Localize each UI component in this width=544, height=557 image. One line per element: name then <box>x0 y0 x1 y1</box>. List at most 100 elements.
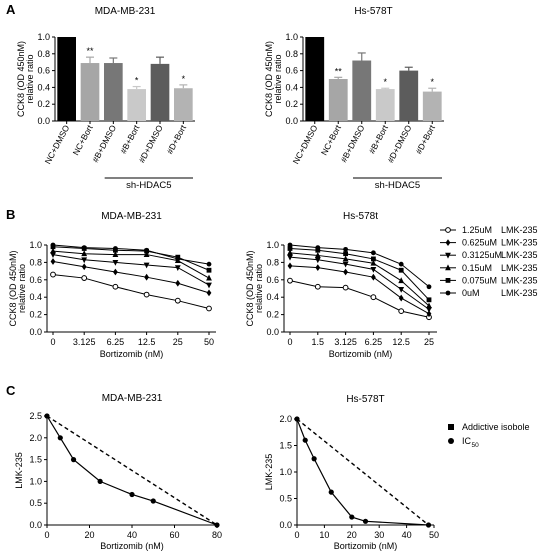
data-point <box>342 261 349 268</box>
x-tick-label: NC+DMSO <box>43 123 72 166</box>
bar <box>80 63 100 121</box>
y-tick-label: 0.0 <box>279 520 292 530</box>
legend-marker <box>445 239 451 246</box>
legend-unit-label: LMK-235 <box>501 288 538 298</box>
y-tick-label: 0.4 <box>29 292 42 302</box>
panel-letter-b: B <box>6 207 15 222</box>
x-tick-label: 30 <box>374 530 384 540</box>
data-point <box>349 514 355 520</box>
data-point <box>112 260 119 266</box>
legend-unit-label: LMK-235 <box>501 225 538 235</box>
x-tick-label: #D+DMSO <box>385 123 413 165</box>
data-point <box>50 242 56 248</box>
chart-title: MDA-MB-231 <box>101 211 162 222</box>
legend-marker <box>445 290 451 296</box>
series-line <box>52 274 210 309</box>
x-tick-label: 0 <box>44 530 49 540</box>
data-point <box>57 435 63 441</box>
data-point <box>311 456 317 462</box>
legend-unit-label: LMK-235 <box>501 263 538 273</box>
chart-title: Hs-578t <box>343 211 378 222</box>
series-line <box>289 280 430 318</box>
data-point <box>343 251 348 257</box>
x-tick-label: 60 <box>169 530 179 540</box>
legend-label: 0.625uM <box>462 238 497 248</box>
series-line <box>289 256 430 310</box>
x-tick-label: 50 <box>204 337 214 347</box>
data-point <box>143 251 150 257</box>
data-point <box>144 273 149 281</box>
x-tick-label: #B+DMSO <box>90 123 118 164</box>
data-point <box>113 246 118 251</box>
y-axis-label: LMK-235 <box>14 452 24 489</box>
data-point <box>371 250 376 256</box>
data-point <box>398 261 404 267</box>
y-tick-label: 1.0 <box>279 467 292 477</box>
data-point <box>174 297 181 304</box>
data-point <box>314 257 321 264</box>
data-point <box>50 247 56 254</box>
legend-label: 1.25uM <box>462 225 492 235</box>
data-point <box>362 518 369 524</box>
y-tick-label: 1.5 <box>279 441 292 451</box>
x-tick-label: 0 <box>287 337 292 347</box>
y-axis-label: CCK8 (OD 450nM) <box>8 250 18 326</box>
y-tick-label: 0.6 <box>266 275 279 285</box>
data-point <box>294 416 300 422</box>
data-point <box>143 262 150 269</box>
data-point <box>343 246 348 252</box>
series-line <box>52 250 210 279</box>
y-tick-label: 0.4 <box>37 82 50 92</box>
y-tick-label: 0.0 <box>29 327 42 337</box>
panel-letter-a: A <box>6 2 16 17</box>
x-tick-label: 50 <box>429 530 439 540</box>
x-tick-label: 20 <box>347 530 357 540</box>
significance-label: * <box>182 74 186 84</box>
y-tick-label: 0.6 <box>37 66 50 76</box>
legend-label: 0.075uM <box>462 275 497 285</box>
x-tick-label: NC+Bort <box>319 123 344 157</box>
data-point <box>206 305 212 312</box>
y-tick-label: 0.5 <box>29 498 42 508</box>
series-line <box>289 265 430 315</box>
series-line <box>52 254 210 286</box>
data-point <box>144 247 150 253</box>
data-point <box>174 265 181 272</box>
significance-label: * <box>383 77 387 87</box>
y-tick-label: 0.0 <box>266 327 279 337</box>
y-axis-label: CCK8 (OD 450nM) <box>245 250 255 326</box>
group-label: sh-HDAC5 <box>126 180 171 191</box>
legend-unit-label: LMK-235 <box>501 250 538 260</box>
data-point <box>315 245 321 251</box>
x-tick-label: NC+DMSO <box>291 123 320 166</box>
data-point <box>426 302 432 309</box>
isobole-line <box>296 418 429 526</box>
data-point <box>81 250 88 257</box>
significance-label: ** <box>86 46 94 56</box>
legend-marker <box>448 424 454 430</box>
y-axis-label-2: relative ratio <box>273 54 283 103</box>
y-tick-label: 0.8 <box>266 257 279 267</box>
legend-marker <box>448 438 454 444</box>
legend-marker <box>445 278 451 283</box>
data-point <box>287 242 293 248</box>
x-tick-label: 25 <box>173 337 183 347</box>
data-point <box>302 437 308 443</box>
x-tick-label: 6.25 <box>107 337 125 347</box>
bar <box>57 37 76 121</box>
legend-unit-label: LMK-235 <box>501 238 538 248</box>
data-point <box>426 297 432 303</box>
bar <box>422 91 442 121</box>
isobole-line <box>46 415 218 526</box>
legend-label-subscript: 50 <box>472 442 480 449</box>
x-tick-label: 12.5 <box>138 337 156 347</box>
chart-title: MDA-MB-231 <box>95 6 156 17</box>
data-point <box>214 522 220 528</box>
significance-label: * <box>135 76 139 86</box>
significance-label: ** <box>335 66 343 76</box>
data-point <box>112 283 119 290</box>
y-axis-label: LMK-235 <box>264 454 274 491</box>
series-line <box>289 247 430 301</box>
y-axis-label-2: relative ratio <box>254 264 264 313</box>
bar <box>352 60 372 121</box>
